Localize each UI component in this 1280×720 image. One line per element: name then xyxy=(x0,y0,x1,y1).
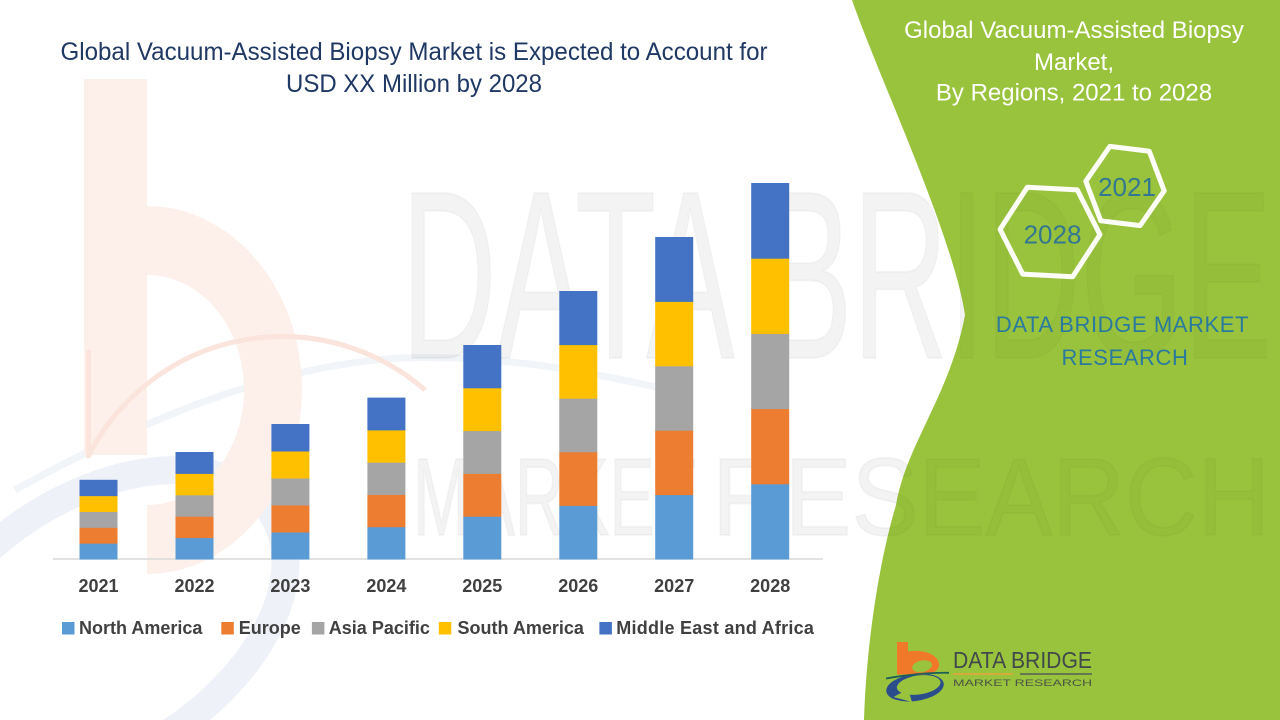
svg-text:2025: 2025 xyxy=(462,576,502,596)
svg-text:Global Vacuum-Assisted Biopsy: Global Vacuum-Assisted Biopsy xyxy=(904,17,1244,44)
svg-text:2026: 2026 xyxy=(558,576,598,596)
svg-text:Middle East and Africa: Middle East and Africa xyxy=(616,618,815,638)
svg-text:DATA BRIDGE MARKET: DATA BRIDGE MARKET xyxy=(996,312,1249,337)
svg-text:2024: 2024 xyxy=(366,576,406,596)
svg-text:Asia Pacific: Asia Pacific xyxy=(329,618,430,638)
svg-text:USD XX Million by 2028: USD XX Million by 2028 xyxy=(286,70,542,98)
svg-text:2022: 2022 xyxy=(174,576,214,596)
svg-text:2028: 2028 xyxy=(750,576,790,596)
svg-text:MARKET RESEARCH: MARKET RESEARCH xyxy=(953,678,1092,689)
svg-text:2028: 2028 xyxy=(1024,220,1082,250)
svg-text:2027: 2027 xyxy=(654,576,694,596)
svg-text:Global Vacuum-Assisted Biopsy: Global Vacuum-Assisted Biopsy Market is … xyxy=(61,38,768,66)
svg-text:RESEARCH: RESEARCH xyxy=(1061,345,1188,370)
svg-text:Market,: Market, xyxy=(1034,49,1114,76)
svg-text:Europe: Europe xyxy=(239,618,301,638)
svg-text:South America: South America xyxy=(458,618,585,638)
svg-text:DATA BRIDGE: DATA BRIDGE xyxy=(953,647,1092,673)
svg-text:By Regions, 2021 to 2028: By Regions, 2021 to 2028 xyxy=(936,80,1212,107)
svg-text:MARKET: MARKET xyxy=(413,436,696,559)
svg-text:2021: 2021 xyxy=(78,576,118,596)
svg-text:2023: 2023 xyxy=(270,576,310,596)
svg-text:2021: 2021 xyxy=(1098,172,1156,202)
svg-text:North America: North America xyxy=(79,618,203,638)
